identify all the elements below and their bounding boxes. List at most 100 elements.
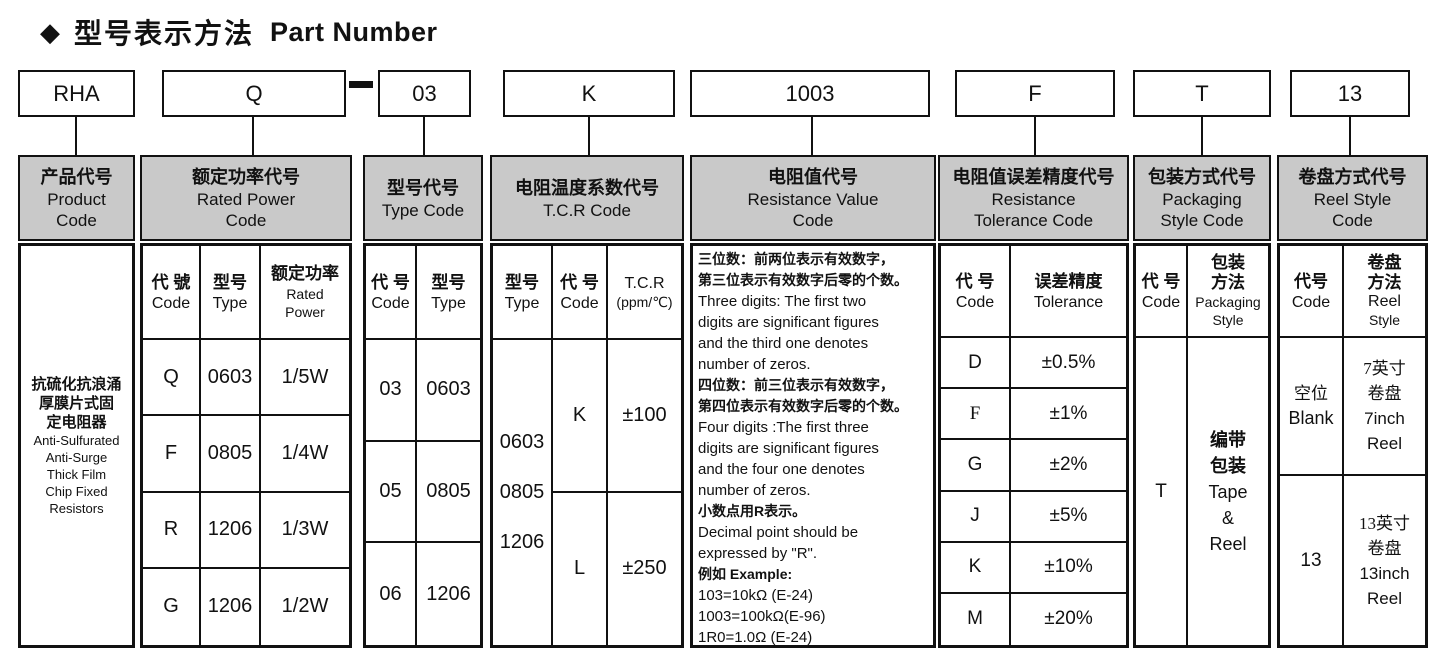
header-resistance-value-code: 电阻值代号 Resistance Value Code	[690, 155, 936, 241]
cell-tol-code: F	[941, 389, 1011, 441]
rv-line: and the third one denotes	[698, 335, 869, 352]
rv-line: 三位数：前两位表示有效数字，	[698, 251, 894, 267]
rv-line: 四位数：前三位表示有效数字，	[698, 377, 894, 393]
rv-line: 103=10kΩ (E-24)	[698, 587, 814, 604]
dash-separator: -	[349, 81, 373, 88]
page-title: ◆ 型号表示方法 Part Number	[40, 12, 438, 52]
cell-tol-code: G	[941, 440, 1011, 492]
rv-line: number of zeros.	[698, 482, 811, 499]
col-header-type: 型号 Type	[201, 246, 261, 340]
rv-line: 第四位表示有效数字后零的个数。	[698, 398, 908, 414]
cell-tol-code: K	[941, 542, 1011, 594]
cell-tol-code: D	[941, 338, 1011, 390]
product-desc-en: Chip Fixed	[45, 483, 108, 499]
cell-tcr-value: ±100	[608, 340, 681, 493]
header-en: Type Code	[381, 200, 465, 220]
header-en: T.C.R Code	[543, 200, 631, 220]
header-zh: 型号代号	[387, 177, 459, 198]
col-header-code: 代 号 Code	[1136, 246, 1188, 338]
col-header-type: 型号 Type	[493, 246, 553, 340]
rv-line: and the four one denotes	[698, 461, 865, 478]
rv-line: number of zeros.	[698, 356, 811, 373]
header-zh: 电阻温度系数代号	[515, 177, 659, 198]
code-box-tcr: K	[503, 70, 675, 117]
code-box-tolerance: F	[955, 70, 1115, 117]
cell-power-type: 0603	[201, 340, 261, 417]
header-en: Code	[1332, 211, 1373, 230]
title-chinese: 型号表示方法	[74, 18, 255, 49]
col-header-code: 代号 Code	[1280, 246, 1344, 338]
connector-line	[1201, 117, 1203, 155]
cell-power-type: 1206	[201, 492, 261, 569]
cell-power-code: G	[143, 568, 201, 645]
header-zh: 包装方式代号	[1148, 167, 1256, 187]
connector-line	[423, 117, 425, 155]
header-product-code: 产品代号 Product Code	[18, 155, 135, 241]
cell-tol-value: ±0.5%	[1011, 338, 1126, 390]
cell-power-code: R	[143, 492, 201, 569]
header-rated-power-code: 额定功率代号 Rated Power Code	[140, 155, 352, 241]
col-header-code: 代 号 Code	[941, 246, 1011, 338]
connector-line	[588, 117, 590, 155]
product-desc-en: Anti-Sulfurated	[33, 432, 120, 448]
col-header-tcr: T.C.R (ppm/℃)	[608, 246, 681, 340]
connector-line	[811, 117, 813, 155]
cell-power-type: 0805	[201, 416, 261, 493]
header-en: Resistance	[991, 190, 1076, 209]
code-box-resistance: 1003	[690, 70, 930, 117]
header-tolerance-code: 电阻值误差精度代号 Resistance Tolerance Code	[938, 155, 1129, 241]
col-header-code: 代 號 Code	[143, 246, 201, 340]
cell-type-value: 1206	[426, 582, 471, 605]
cell-power-code: Q	[143, 340, 201, 417]
header-zh: 产品代号	[40, 167, 113, 187]
cell-type-code: 06	[366, 543, 417, 645]
tolerance-table: 代 号 Code 误差精度 Tolerance D ±0.5% F ±1% G ±2…	[938, 243, 1129, 648]
cell-power-code: F	[143, 416, 201, 493]
packaging-table: 代 号 Code 包装 方法 Packaging Style T 编带 包装 Ta…	[1133, 243, 1271, 648]
rv-line: digits are significant figures	[698, 314, 879, 331]
col-header-tolerance: 误差精度 Tolerance	[1011, 246, 1126, 338]
header-reel-style-code: 卷盘方式代号 Reel Style Code	[1277, 155, 1428, 241]
header-en: Product	[47, 190, 106, 209]
rv-line: 第三位表示有效数字后零的个数。	[698, 272, 908, 288]
rv-line: Three digits: The first two	[698, 293, 867, 310]
header-en: Resistance Value	[747, 190, 879, 209]
cell-tol-value: ±5%	[1011, 492, 1126, 543]
cell-tol-value: ±1%	[1011, 389, 1126, 441]
header-en: Packaging	[1162, 190, 1242, 209]
col-header-packaging-style: 包装 方法 Packaging Style	[1188, 246, 1268, 338]
col-header-code: 代 号 Code	[366, 246, 417, 340]
rv-line: Decimal point should be	[698, 524, 859, 541]
cell-type-code: 05	[366, 441, 417, 544]
col-header-rated-power: 额定功率 Rated Power	[261, 246, 349, 340]
tcr-table: 型号 Type 代 号 Code T.C.R (ppm/℃) 0603 0805 12…	[490, 243, 684, 648]
rv-line: Four digits :The first three	[698, 419, 869, 436]
connector-line	[75, 117, 77, 155]
resistance-value-box: 三位数：前两位表示有效数字， 第三位表示有效数字后零的个数。 Three dig…	[690, 243, 936, 648]
cell-type-value: 0805	[417, 442, 480, 544]
cell-tcr-types: 0603 0805 1206	[493, 340, 553, 645]
cell-type-value: 0603	[417, 340, 480, 442]
code-box-product: RHA	[18, 70, 135, 117]
title-english: Part Number	[270, 16, 438, 47]
diamond-icon: ◆	[40, 17, 60, 47]
cell-tol-value: ±2%	[1011, 440, 1126, 492]
header-en: Code	[56, 211, 97, 230]
product-desc-en: Resistors	[49, 500, 104, 516]
header-zh: 电阻值代号	[768, 167, 858, 187]
reel-style-table: 代号 Code 卷盘 方法 Reel Style 空位 Blank 7英寸 卷盘 …	[1277, 243, 1428, 648]
cell-tcr-code: L	[553, 492, 608, 645]
rv-line: 1003=100kΩ(E-96)	[698, 608, 826, 625]
rated-power-table: 代 號 Code 型号 Type 额定功率 Rated Power Q 0603 1/5…	[140, 243, 352, 648]
header-en: Reel Style	[1313, 190, 1392, 209]
cell-tol-value: ±20%	[1044, 608, 1093, 630]
cell-reel-code: 13	[1280, 476, 1344, 645]
cell-tcr-code: K	[553, 340, 608, 493]
cell-reel-style: 7英寸 卷盘 7inch Reel	[1344, 338, 1425, 476]
connector-line	[252, 117, 254, 155]
rv-line: 小数点用R表示。	[698, 503, 807, 519]
product-desc-zh: 厚膜片式固	[38, 394, 114, 412]
cell-power-value: 1/4W	[261, 416, 349, 493]
cell-tol-value: ±10%	[1011, 543, 1126, 594]
rv-line: 1R0=1.0Ω (E-24)	[698, 629, 813, 646]
